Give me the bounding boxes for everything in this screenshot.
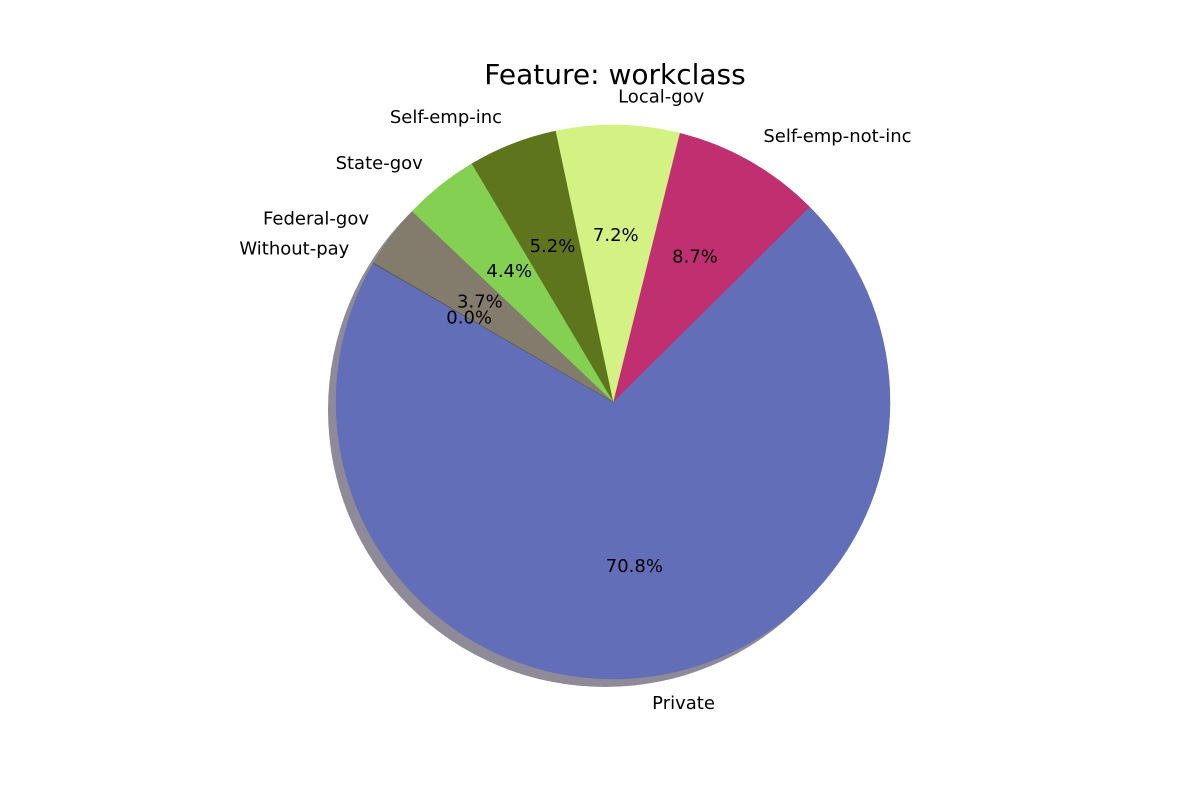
slice-label-without-pay: Without-pay — [239, 238, 349, 259]
pie-labels: Private 70.8% Self-emp-not-inc 8.7% Local-go… — [239, 86, 911, 714]
pie-slice-local-gov — [555, 124, 680, 403]
chart-title: Feature: workclass — [484, 58, 746, 91]
slice-label-private: Private — [652, 693, 715, 714]
slice-label-local-gov: Local-gov — [618, 86, 705, 107]
slice-label-state-gov: State-gov — [336, 153, 424, 174]
slice-pct-private: 70.8% — [606, 556, 663, 577]
pie-slices — [335, 124, 891, 680]
pie-slice-without-pay — [372, 262, 614, 403]
slice-pct-local-gov: 7.2% — [593, 225, 639, 246]
slice-label-federal-gov: Federal-gov — [263, 208, 369, 229]
slice-pct-without-pay: 0.0% — [446, 308, 492, 329]
slice-pct-federal-gov: 3.7% — [457, 291, 503, 312]
slice-label-self-emp-not-inc: Self-emp-not-inc — [763, 126, 911, 147]
slice-pct-self-emp-inc: 5.2% — [530, 236, 576, 257]
pie-slice-private — [335, 206, 891, 680]
slice-pct-state-gov: 4.4% — [486, 261, 532, 282]
slice-pct-self-emp-not-inc: 8.7% — [672, 246, 718, 267]
slice-label-self-emp-inc: Self-emp-inc — [390, 107, 502, 128]
pie-slice-self-emp-not-inc — [612, 132, 810, 403]
